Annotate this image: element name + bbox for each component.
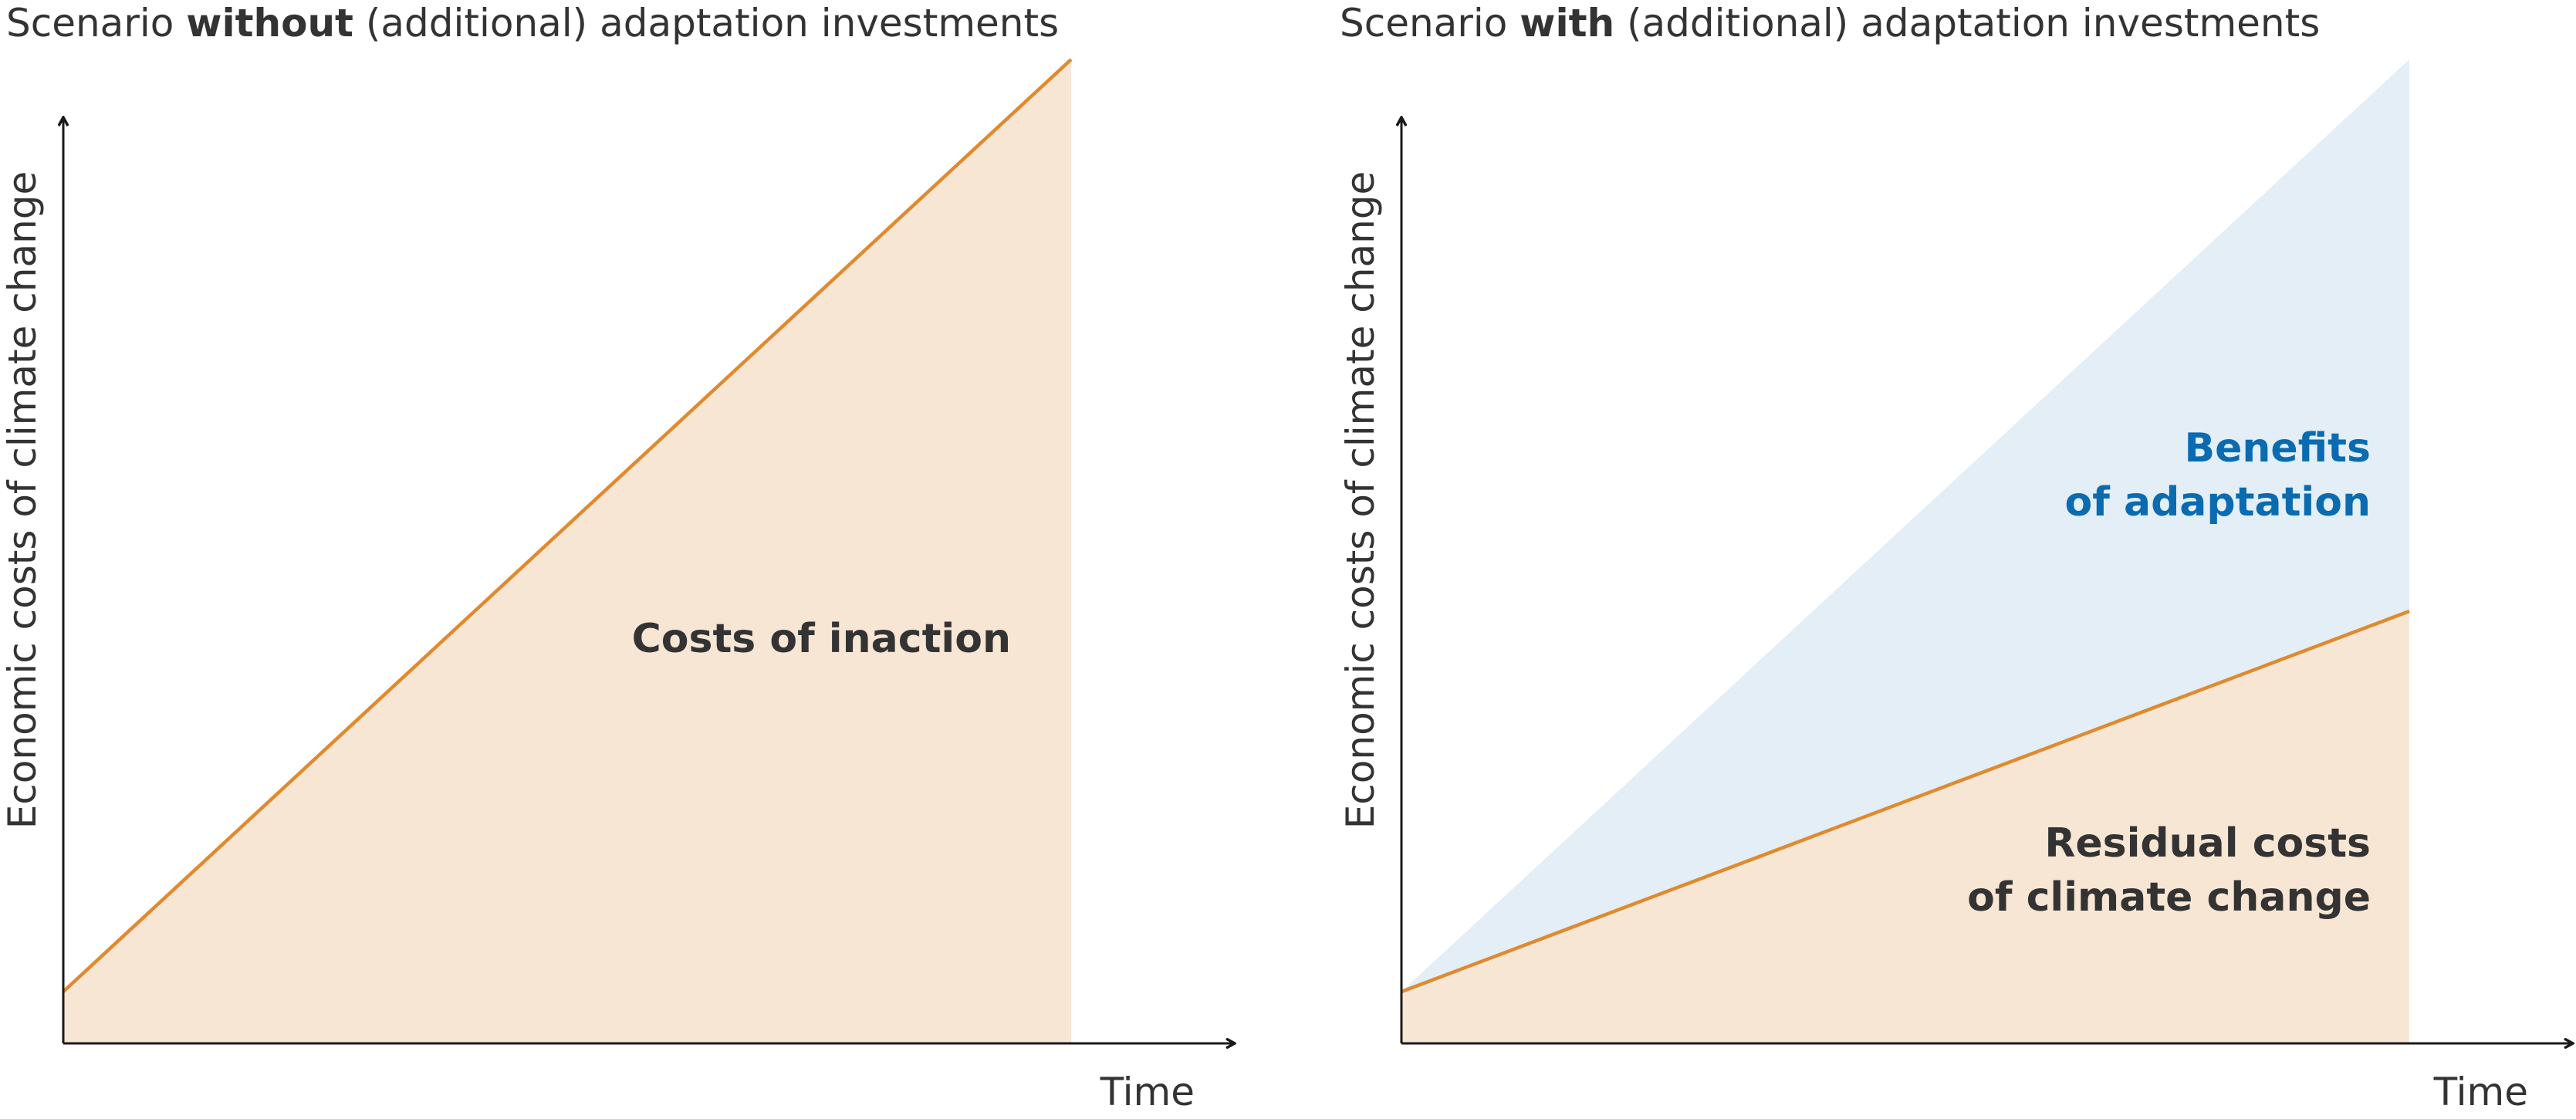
x-axis-label: Time bbox=[2433, 1070, 2528, 1114]
panel-title-without: Scenario without (additional) adaptation… bbox=[6, 1, 1059, 46]
benefits-of-adaptation-label-line2: of adaptation bbox=[2065, 479, 2371, 526]
costs-of-inaction-line bbox=[62, 58, 1073, 993]
title-prefix: Scenario bbox=[6, 1, 186, 46]
panel-title-with: Scenario with (additional) adaptation in… bbox=[1340, 1, 2320, 46]
title-suffix: (additional) adaptation investments bbox=[1614, 1, 2320, 46]
y-axis-label: Economic costs of climate change bbox=[1338, 171, 1383, 830]
residual-costs-area bbox=[1401, 611, 2409, 1043]
title-suffix: (additional) adaptation investments bbox=[353, 1, 1059, 46]
costs-of-inaction-area bbox=[63, 59, 1071, 1043]
residual-costs-line bbox=[1401, 609, 2410, 994]
benefits-of-adaptation-label-line1: Benefits bbox=[2184, 425, 2371, 472]
costs-of-inaction-label: Costs of inaction bbox=[632, 616, 1011, 662]
title-prefix: Scenario bbox=[1340, 1, 1520, 46]
panel-without-adaptation: Scenario without (additional) adaptation… bbox=[0, 1, 1235, 1114]
benefits-of-adaptation-area bbox=[1401, 59, 2409, 992]
title-bold-word: without bbox=[186, 1, 353, 46]
title-bold-word: with bbox=[1520, 1, 1614, 46]
x-axis-label: Time bbox=[1100, 1070, 1195, 1114]
panel-with-adaptation: Scenario with (additional) adaptation in… bbox=[1338, 1, 2573, 1114]
residual-costs-label-line1: Residual costs bbox=[2044, 820, 2371, 867]
y-axis-label: Economic costs of climate change bbox=[0, 171, 45, 830]
residual-costs-label-line2: of climate change bbox=[1967, 874, 2371, 921]
